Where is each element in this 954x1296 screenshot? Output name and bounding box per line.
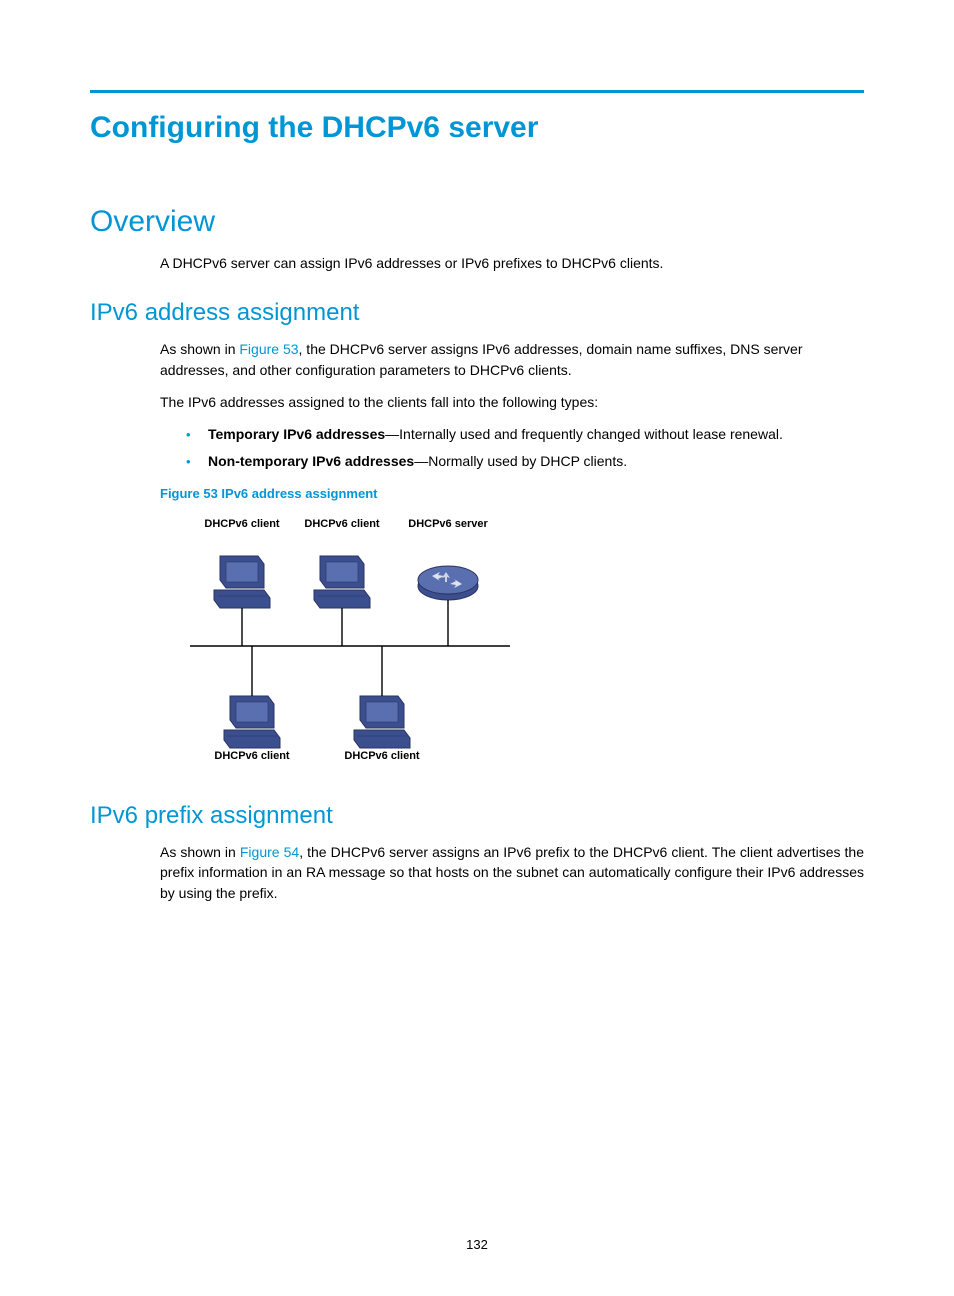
svg-text:DHCPv6 server: DHCPv6 server	[408, 518, 488, 530]
list-item-bold: Non-temporary IPv6 addresses	[208, 453, 414, 469]
overview-heading: Overview	[90, 205, 864, 239]
page-number: 132	[0, 1237, 954, 1252]
list-item: Temporary IPv6 addresses—Internally used…	[186, 424, 864, 445]
svg-text:DHCPv6 client: DHCPv6 client	[304, 518, 380, 530]
ipv6-prefix-heading: IPv6 prefix assignment	[90, 802, 864, 830]
svg-text:DHCPv6 client: DHCPv6 client	[344, 750, 420, 762]
figure-53-caption: Figure 53 IPv6 address assignment	[160, 486, 864, 501]
list-item: Non-temporary IPv6 addresses—Normally us…	[186, 451, 864, 472]
network-diagram-svg: DHCPv6 client DHCPv6 client DHCPv6 server D…	[180, 511, 540, 771]
figure-54-link[interactable]: Figure 54	[240, 844, 299, 860]
list-item-rest: —Internally used and frequently changed …	[385, 426, 783, 442]
list-item-bold: Temporary IPv6 addresses	[208, 426, 385, 442]
svg-text:DHCPv6 client: DHCPv6 client	[204, 518, 280, 530]
address-types-list: Temporary IPv6 addresses—Internally used…	[186, 424, 864, 472]
ipv6-address-heading: IPv6 address assignment	[90, 299, 864, 327]
overview-intro: A DHCPv6 server can assign IPv6 addresse…	[160, 253, 864, 273]
list-item-rest: —Normally used by DHCP clients.	[414, 453, 627, 469]
ipv6-address-para1: As shown in Figure 53, the DHCPv6 server…	[160, 339, 864, 380]
para-text: As shown in	[160, 341, 239, 357]
ipv6-prefix-para1: As shown in Figure 54, the DHCPv6 server…	[160, 842, 864, 903]
figure-53-link[interactable]: Figure 53	[239, 341, 298, 357]
page-title: Configuring the DHCPv6 server	[90, 111, 864, 145]
svg-text:DHCPv6 client: DHCPv6 client	[214, 750, 290, 762]
para-text: As shown in	[160, 844, 240, 860]
figure-53-diagram: DHCPv6 client DHCPv6 client DHCPv6 server D…	[180, 511, 864, 776]
top-rule	[90, 90, 864, 93]
ipv6-address-para2: The IPv6 addresses assigned to the clien…	[160, 392, 864, 412]
